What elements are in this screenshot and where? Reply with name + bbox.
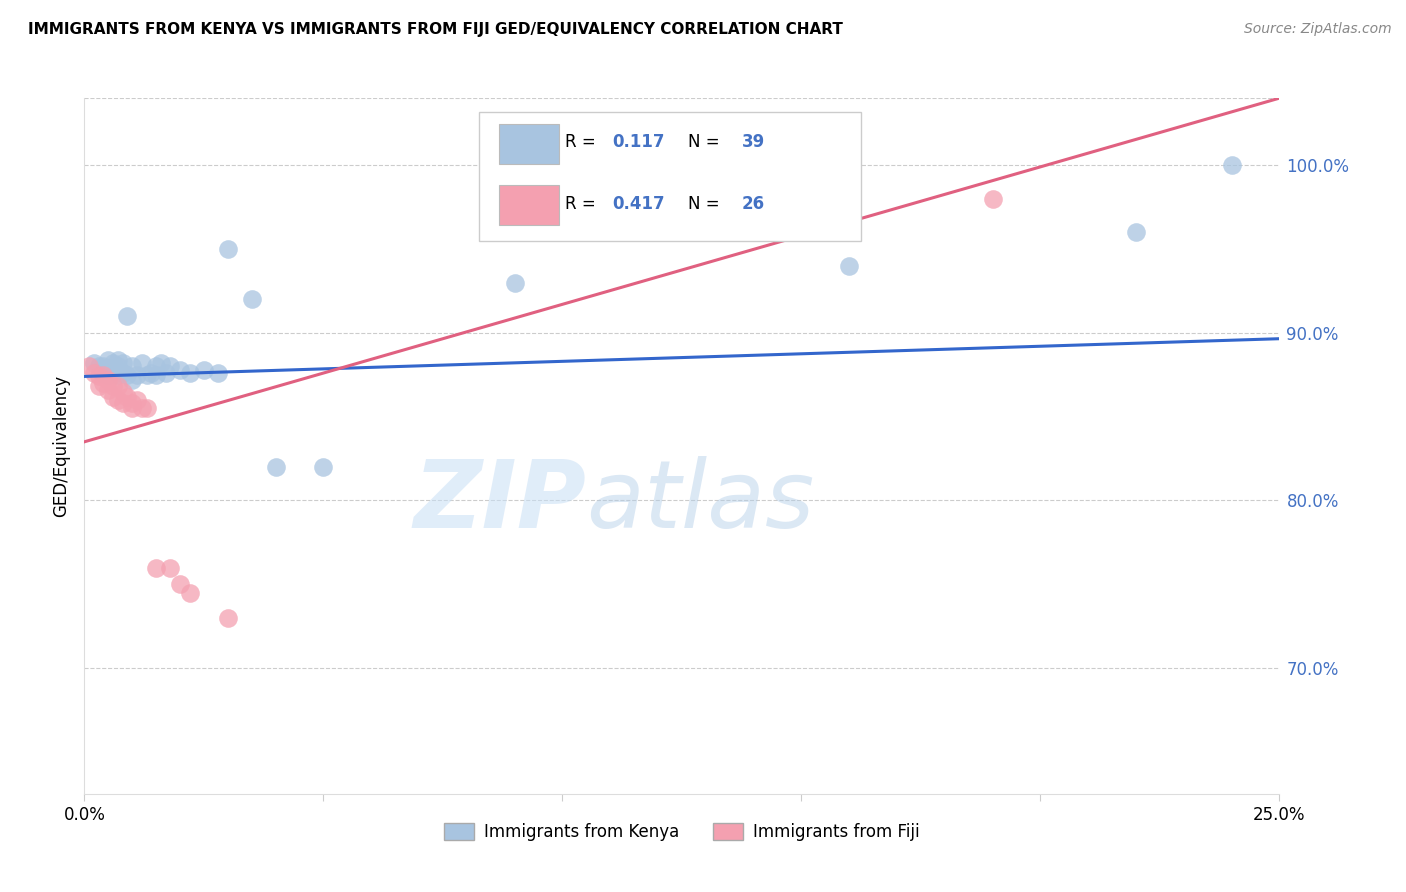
Point — [97, 352, 120, 367]
Point — [135, 401, 157, 416]
Point — [135, 368, 157, 382]
Point — [87, 359, 110, 374]
Point — [217, 242, 239, 256]
Point — [141, 366, 163, 380]
Point — [77, 359, 100, 374]
Point — [117, 309, 139, 323]
Point — [145, 368, 167, 382]
Point — [111, 396, 134, 410]
Point — [93, 359, 115, 374]
Point — [101, 390, 124, 404]
Text: 39: 39 — [742, 133, 765, 151]
Point — [111, 366, 134, 380]
Text: Source: ZipAtlas.com: Source: ZipAtlas.com — [1244, 22, 1392, 37]
Point — [193, 362, 215, 376]
Point — [93, 368, 115, 382]
Text: IMMIGRANTS FROM KENYA VS IMMIGRANTS FROM FIJI GED/EQUIVALENCY CORRELATION CHART: IMMIGRANTS FROM KENYA VS IMMIGRANTS FROM… — [28, 22, 844, 37]
Text: 0.417: 0.417 — [613, 194, 665, 213]
Point — [207, 366, 229, 380]
FancyBboxPatch shape — [499, 186, 558, 226]
Point — [145, 560, 167, 574]
Point — [101, 356, 124, 370]
Point — [101, 379, 124, 393]
Text: atlas: atlas — [586, 456, 814, 547]
Point — [101, 366, 124, 380]
Point — [838, 259, 860, 273]
Point — [169, 362, 191, 376]
Point — [107, 352, 129, 367]
Text: N =: N = — [688, 194, 724, 213]
Text: R =: R = — [565, 194, 600, 213]
Point — [107, 359, 129, 374]
Point — [240, 293, 263, 307]
Point — [121, 373, 143, 387]
Point — [87, 369, 110, 384]
Point — [125, 392, 148, 407]
Text: ZIP: ZIP — [413, 456, 586, 548]
Point — [117, 368, 139, 382]
Point — [125, 368, 148, 382]
Point — [83, 356, 105, 370]
Legend: Immigrants from Kenya, Immigrants from Fiji: Immigrants from Kenya, Immigrants from F… — [437, 817, 927, 848]
Text: 0.117: 0.117 — [613, 133, 665, 151]
Point — [93, 376, 115, 391]
Point — [1125, 225, 1147, 239]
Point — [131, 401, 153, 416]
Point — [155, 366, 177, 380]
Point — [159, 560, 181, 574]
Point — [312, 459, 335, 474]
Point — [145, 359, 167, 374]
FancyBboxPatch shape — [499, 124, 558, 164]
Point — [179, 366, 201, 380]
Point — [217, 611, 239, 625]
Point — [93, 366, 115, 380]
Point — [159, 359, 181, 374]
Point — [121, 396, 143, 410]
Point — [1220, 158, 1243, 172]
FancyBboxPatch shape — [479, 112, 862, 241]
Point — [117, 390, 139, 404]
Point — [83, 366, 105, 380]
Point — [97, 361, 120, 376]
Point — [169, 577, 191, 591]
Point — [503, 276, 526, 290]
Point — [111, 356, 134, 370]
Point — [111, 384, 134, 399]
Text: 26: 26 — [742, 194, 765, 213]
Point — [107, 392, 129, 407]
Text: R =: R = — [565, 133, 600, 151]
Point — [107, 368, 129, 382]
Point — [981, 192, 1004, 206]
Point — [179, 585, 201, 599]
Text: N =: N = — [688, 133, 724, 151]
Point — [97, 383, 120, 397]
Point — [87, 379, 110, 393]
Point — [121, 359, 143, 374]
Point — [97, 368, 120, 382]
Point — [264, 459, 287, 474]
Point — [97, 373, 120, 387]
Point — [131, 356, 153, 370]
Y-axis label: GED/Equivalency: GED/Equivalency — [52, 375, 70, 517]
Point — [107, 379, 129, 393]
Point — [149, 356, 172, 370]
Point — [121, 401, 143, 416]
